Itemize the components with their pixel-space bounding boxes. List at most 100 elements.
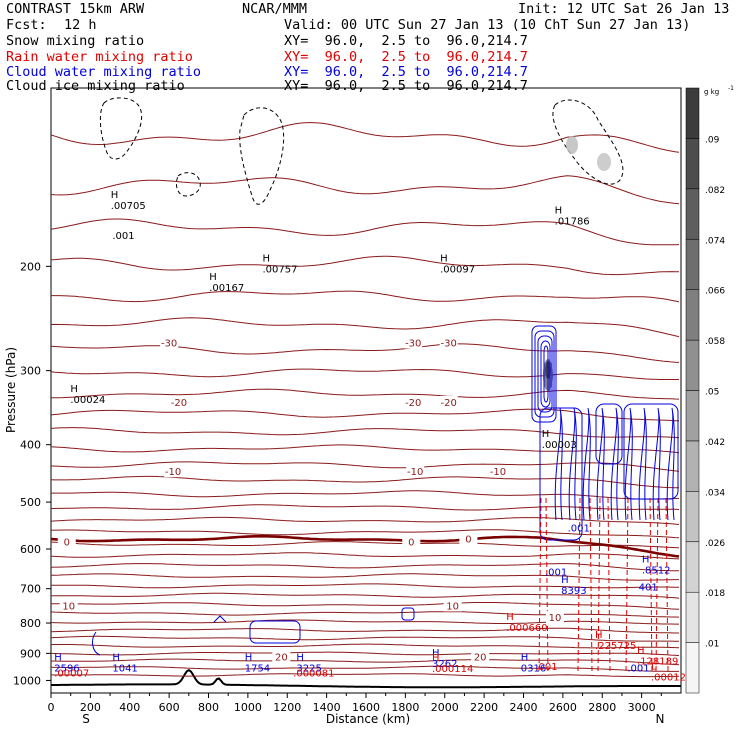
temp-label-13: 10 [446,601,459,612]
max-value-25: 0316 [521,663,546,674]
temp-label-6: -10 [165,467,181,478]
field-xy-cloud-water: XY= 96.0, 2.5 to 96.0,214.7 [284,64,528,80]
cloud-upper-ring-1 [534,330,555,418]
y-tick-label-200: 200 [20,260,41,273]
temp-label-bg-11 [459,532,478,545]
max-value-18: .00007 [54,669,89,680]
max-value-10: 8393 [561,586,586,597]
isotherm-7 [50,368,680,380]
temp-label-4: -20 [405,398,421,409]
isotherm-3 [50,255,680,276]
cloud-water-contours [92,325,679,656]
isotherm-19 [50,552,680,560]
max-value-8: .001 [568,523,590,534]
cloud-upper-ring-0 [531,325,557,423]
direction-south: S [82,712,90,726]
colorbar-label-7: .066 [705,287,725,297]
terrain [51,669,682,689]
temp-label-bg-3 [169,395,188,408]
x-tick-label-1000: 1000 [234,701,262,714]
max-value-17: 2596 [54,663,79,674]
colorbar-segment-10 [685,138,700,190]
cloud-low-arc-b [213,615,227,623]
forecast-label: Fcst: [6,17,47,33]
rain-contour-1 [545,497,549,673]
x-tick-label-1600: 1600 [352,701,380,714]
freezing-level-line [50,535,680,558]
isotherm-24 [51,602,680,610]
field-name-snow: Snow mixing ratio [6,33,145,49]
colorbar-label-6: .058 [705,337,725,347]
field-name-cloud-water: Cloud water mixing ratio [6,64,202,80]
max-marker-24: H [432,653,440,664]
isotherm-4 [51,290,680,303]
y-tick-label-800: 800 [20,617,41,630]
x-tick-label-1400: 1400 [313,701,341,714]
cloud-upper-ring-3 [540,340,551,408]
max-marker-3: H [209,272,217,283]
cloud-cell-2 [582,407,591,521]
isotherm-22 [51,583,680,589]
temp-label-bg-13 [443,599,462,612]
temp-label-16: 20 [474,653,487,664]
forecast-hour: 12 h [64,17,97,33]
cloud-cell-6 [638,407,647,521]
field-name-rain: Rain water mixing ratio [6,49,193,65]
cloud-low-arc-a [92,631,101,656]
isotherm-17 [50,529,680,539]
y-tick-label-400: 400 [20,439,41,452]
max-marker-21: H [296,652,304,663]
temp-label-8: -10 [490,467,506,478]
y-tick-label-300: 300 [20,365,41,378]
rain-contour-3 [589,497,593,673]
colorbar-label-9: .082 [705,186,725,196]
isotherm-23 [50,592,680,599]
max-value-12: 401 [639,583,658,594]
x-tick-label-1200: 1200 [273,701,301,714]
max-value-0: .00705 [111,201,146,212]
max-value-14: .225725 [595,641,636,652]
cloud-upper-ring-4 [543,345,549,403]
max-value-19: 1041 [112,663,137,674]
colorbar-label-4: .042 [705,438,725,448]
temp-label-bg-12 [59,599,78,612]
max-marker-17: H [54,652,62,663]
max-value-27: .001 [627,663,649,674]
max-value-15: .128189 [637,657,678,668]
cloud-cell-3 [596,407,605,521]
colorbar-segment-11 [685,87,700,139]
isotherm-26 [50,619,679,625]
x-tick-label-200: 200 [80,701,101,714]
max-marker-25: H [521,652,529,663]
model-title: CONTRAST 15km ARW [6,1,145,17]
rain-contour-5 [607,497,611,673]
contour-labels: -30 -30 -30 -20 -20 -20 -10 -10 -10 0 0 0 10 10 10 20 20… [54,190,686,684]
colorbar-label-0: .01 [705,640,719,650]
isotherm-8 [51,388,680,400]
temp-label-2: -30 [441,339,457,350]
isotherm-15 [51,504,680,511]
temperature-contours [50,122,680,678]
isotherm-32 [50,665,679,672]
cloud-cell-outline-c [623,403,679,500]
isotherm-11 [50,444,680,454]
rain-contours [538,497,669,673]
x-tick-label-3000: 3000 [628,701,656,714]
colorbar: .01 .018 .026 .034 .042 .05 .058 .066 .074 .082 .0… [685,87,725,694]
temp-label-1: -30 [405,339,421,350]
snow-contour-3 [552,99,624,185]
temp-label-7: -10 [407,467,423,478]
x-tick-label-0: 0 [48,701,55,714]
rain-contour-8 [655,497,659,673]
max-marker-15: H [637,646,645,657]
temp-label-3: -20 [171,398,187,409]
colorbar-segment-0 [685,642,700,694]
colorbar-label-1: .018 [705,589,725,599]
axes: 0 200 400 600 800 1000 1200 1400 1600 1800 2000 220… [13,260,662,714]
colorbar-segment-4 [685,440,700,492]
isotherm-12 [50,461,680,472]
x-tick-label-800: 800 [198,701,219,714]
org-label: NCAR/MMM [242,1,308,17]
max-value-22: .000081 [293,669,334,680]
max-value-26: .001 [535,662,557,673]
